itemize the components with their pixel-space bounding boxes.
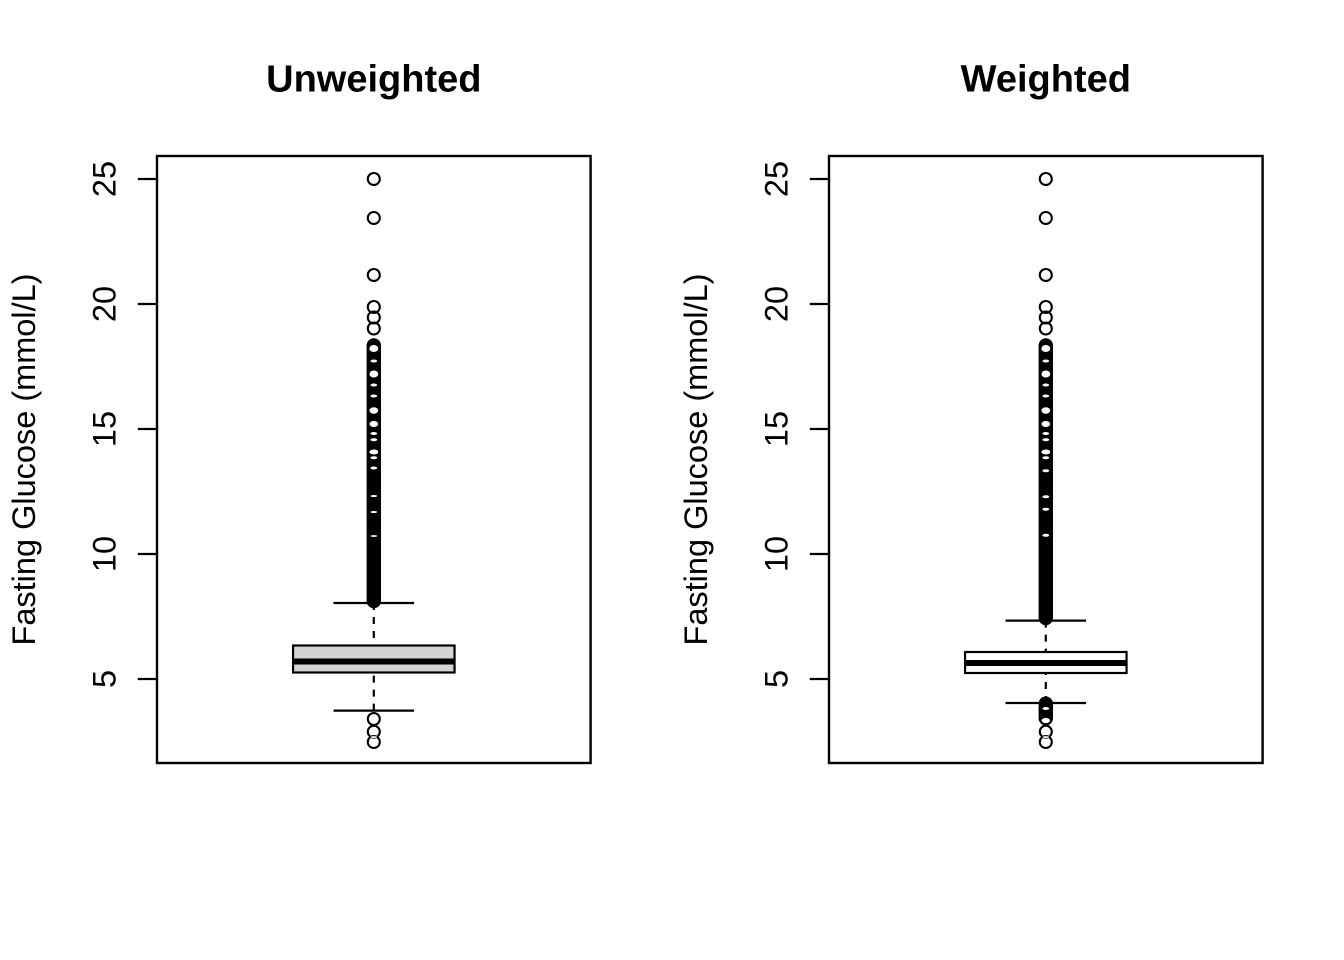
svg-text:10: 10 <box>87 536 123 572</box>
svg-text:5: 5 <box>759 670 795 688</box>
svg-text:10: 10 <box>759 536 795 572</box>
svg-text:25: 25 <box>87 161 123 197</box>
svg-text:5: 5 <box>87 670 123 688</box>
svg-text:Fasting Glucose (mmol/L): Fasting Glucose (mmol/L) <box>678 273 714 645</box>
svg-text:Unweighted: Unweighted <box>266 59 481 101</box>
svg-text:Fasting Glucose (mmol/L): Fasting Glucose (mmol/L) <box>6 273 42 645</box>
svg-text:15: 15 <box>87 411 123 447</box>
svg-text:Weighted: Weighted <box>961 59 1131 101</box>
svg-text:20: 20 <box>87 286 123 322</box>
svg-text:25: 25 <box>759 161 795 197</box>
svg-text:15: 15 <box>759 411 795 447</box>
svg-text:20: 20 <box>759 286 795 322</box>
